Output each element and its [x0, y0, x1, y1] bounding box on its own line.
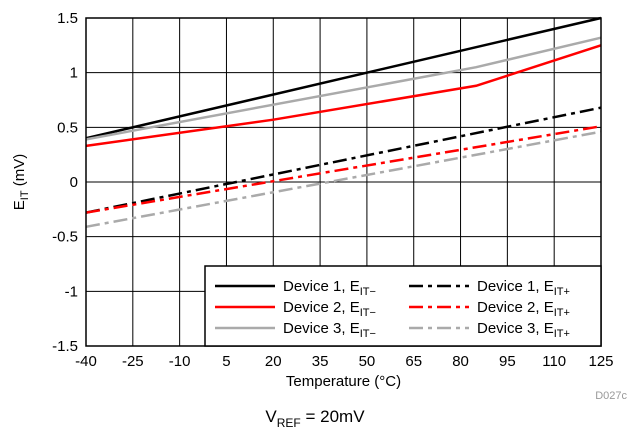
- legend-label-sub: IT+: [554, 307, 570, 319]
- legend-label-main: Device 1, E: [477, 278, 554, 295]
- x-tick-label: -10: [169, 353, 191, 370]
- y-tick-label: -0.5: [52, 229, 78, 246]
- y-tick-label: -1.5: [52, 338, 78, 355]
- legend-label-sub: IT+: [554, 286, 570, 298]
- legend-label-main: Device 1, E: [283, 278, 360, 295]
- y-axis-label-unit: (mV): [11, 154, 28, 191]
- caption: VREF = 20mV: [265, 407, 365, 430]
- series-line: [85, 106, 602, 214]
- caption-sub: REF: [277, 416, 301, 430]
- legend-label: Device 1, EIT+: [477, 278, 570, 298]
- x-tick-label: 65: [405, 353, 422, 370]
- legend-label: Device 3, EIT−: [283, 320, 376, 340]
- x-axis-label: Temperature (°C): [286, 373, 401, 390]
- x-tick-label: 110: [542, 353, 566, 370]
- x-tick-label: 50: [359, 353, 376, 370]
- series-line: [85, 130, 602, 229]
- legend-label-sub: IT−: [360, 307, 376, 319]
- series-layer: [85, 16, 602, 229]
- legend: Device 1, EIT−Device 2, EIT−Device 3, EI…: [204, 265, 602, 347]
- y-axis-label-sub: IT: [19, 190, 31, 200]
- figure-code: D027c: [595, 390, 627, 402]
- legend-label-main: Device 2, E: [477, 299, 554, 316]
- legend-label-sub: IT−: [360, 286, 376, 298]
- legend-label-main: Device 3, E: [283, 320, 360, 337]
- legend-label-main: Device 3, E: [477, 320, 554, 337]
- y-axis-label-main: E: [11, 200, 28, 210]
- x-tick-label: 20: [265, 353, 282, 370]
- caption-main: V: [265, 407, 277, 426]
- x-tick-label: 95: [499, 353, 516, 370]
- x-tick-label: -40: [75, 353, 97, 370]
- legend-label: Device 1, EIT−: [283, 278, 376, 298]
- series-line: [85, 36, 602, 141]
- legend-label-sub: IT+: [554, 328, 570, 340]
- y-axis-label: EIT (mV): [11, 154, 31, 210]
- series-line: [85, 16, 602, 140]
- x-tick-label: 5: [222, 353, 230, 370]
- series-line: [85, 44, 602, 148]
- y-tick-label: 1: [70, 65, 78, 82]
- y-tick-label: 0.5: [57, 119, 78, 136]
- y-tick-label: 1.5: [57, 10, 78, 27]
- legend-label-main: Device 2, E: [283, 299, 360, 316]
- x-tick-label: -25: [122, 353, 144, 370]
- legend-label-sub: IT−: [360, 328, 376, 340]
- y-tick-labels: -1.5 -1 -0.5 0 0.5 1 1.5: [52, 10, 78, 355]
- x-tick-label: 35: [312, 353, 329, 370]
- legend-label: Device 2, EIT+: [477, 299, 570, 319]
- series-line: [85, 125, 602, 214]
- y-tick-label: 0: [70, 174, 78, 191]
- x-tick-label: 125: [588, 353, 613, 370]
- x-tick-label: 80: [452, 353, 469, 370]
- legend-label: Device 2, EIT−: [283, 299, 376, 319]
- x-tick-labels: -40 -25 -10 5 20 35 50 65 80 95 110 125: [75, 353, 613, 370]
- y-tick-label: -1: [65, 283, 78, 300]
- caption-rest: = 20mV: [301, 407, 365, 426]
- legend-label: Device 3, EIT+: [477, 320, 570, 340]
